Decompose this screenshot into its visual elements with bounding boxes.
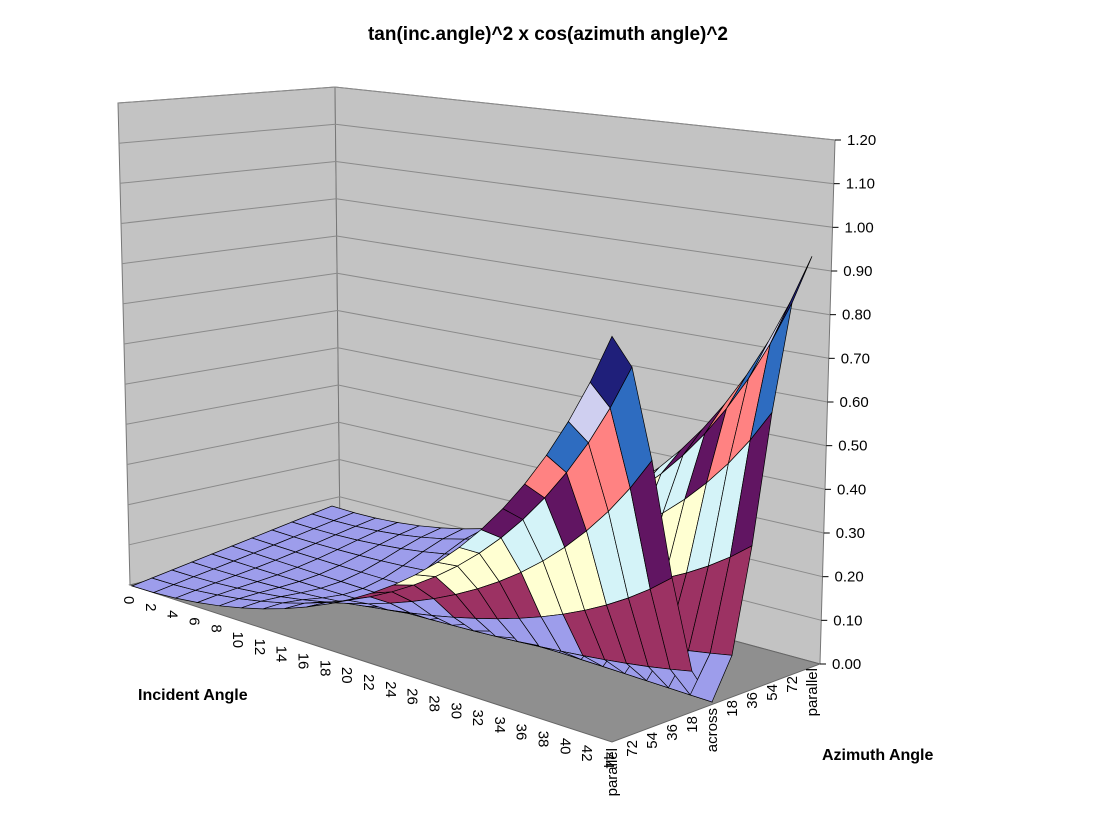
x-tick-label: 32 bbox=[469, 709, 486, 726]
y-axis-ticks: parallel 72 54 36 18 across 18 36 54 72 parallel bbox=[604, 668, 821, 796]
x-tick-label: 20 bbox=[338, 667, 355, 684]
y-axis-title: Azimuth Angle bbox=[822, 747, 934, 764]
y-tick-label: 18 bbox=[724, 700, 741, 717]
y-tick-label: 72 bbox=[784, 676, 801, 693]
x-tick-label: 30 bbox=[447, 702, 464, 719]
y-tick-label: 18 bbox=[684, 716, 701, 733]
z-tick-label: 0.40 bbox=[837, 481, 866, 498]
z-tick-label: 0.60 bbox=[840, 394, 869, 411]
z-tick-label: 0.20 bbox=[835, 569, 864, 586]
wall-gridline bbox=[118, 123, 834, 185]
x-tick-label: 28 bbox=[425, 695, 442, 712]
y-tick-label: 54 bbox=[764, 684, 781, 701]
back-wall-left bbox=[117, 86, 341, 586]
x-axis-title: Incident Angle bbox=[138, 687, 248, 704]
x-tick-label: 40 bbox=[556, 738, 573, 755]
x-tick-label: 10 bbox=[229, 631, 246, 648]
wall-gridline bbox=[120, 198, 832, 272]
x-tick-label: 6 bbox=[185, 617, 202, 625]
x-tick-label: 14 bbox=[273, 646, 290, 663]
z-tick-label: 0.10 bbox=[833, 612, 862, 629]
x-tick-label: 12 bbox=[251, 639, 268, 656]
x-tick-label: 0 bbox=[120, 596, 137, 604]
y-tick-label: parallel bbox=[804, 668, 821, 716]
z-tick-label: 0.90 bbox=[843, 263, 872, 280]
z-tick-label: 0.80 bbox=[842, 307, 871, 324]
y-tick-label: parallel bbox=[604, 748, 621, 796]
x-tick-label: 2 bbox=[142, 603, 159, 611]
x-tick-label: 22 bbox=[360, 674, 377, 691]
y-tick-label: 36 bbox=[744, 692, 761, 709]
wall-gridline bbox=[125, 384, 826, 490]
chart-title: tan(inc.angle)^2 x cos(azimuth angle)^2 bbox=[368, 24, 728, 45]
surface-mesh bbox=[130, 256, 813, 703]
z-tick-label: 0.70 bbox=[841, 350, 870, 367]
x-tick-label: 36 bbox=[513, 724, 530, 741]
x-tick-label: 16 bbox=[295, 653, 312, 670]
x-tick-label: 18 bbox=[316, 660, 333, 677]
y-tick-label: across bbox=[704, 708, 721, 752]
wall-gridline bbox=[121, 235, 831, 316]
x-tick-label: 8 bbox=[207, 624, 224, 632]
z-tick-label: 1.20 bbox=[847, 132, 876, 149]
z-tick-label: 0.30 bbox=[836, 525, 865, 542]
wall-gridline bbox=[117, 86, 836, 141]
z-tick-label: 0.50 bbox=[838, 438, 867, 455]
z-tick-label: 1.10 bbox=[846, 176, 875, 193]
x-tick-label: 44 bbox=[600, 752, 617, 769]
x-tick-label: 34 bbox=[491, 717, 508, 734]
x-tick-label: 38 bbox=[535, 731, 552, 748]
z-axis-ticks: 0.00 0.10 0.20 0.30 0.40 0.50 0.60 0.70 0.80 0.90… bbox=[820, 132, 876, 673]
y-tick-label: 72 bbox=[624, 740, 641, 757]
y-tick-label: 36 bbox=[664, 724, 681, 741]
x-tick-label: 4 bbox=[164, 610, 181, 618]
x-tick-label: 26 bbox=[404, 688, 421, 705]
z-tick-label: 0.00 bbox=[832, 656, 861, 673]
y-tick-label: 54 bbox=[644, 732, 661, 749]
surface-cell bbox=[689, 652, 733, 703]
z-tick-label: 1.00 bbox=[845, 219, 874, 236]
wall-gridline bbox=[122, 272, 829, 359]
x-tick-label: 42 bbox=[578, 745, 595, 762]
wall-gridline bbox=[124, 347, 827, 447]
wall-gridline bbox=[123, 309, 828, 403]
x-tick-label: 24 bbox=[382, 681, 399, 698]
wall-gridline bbox=[119, 160, 833, 228]
